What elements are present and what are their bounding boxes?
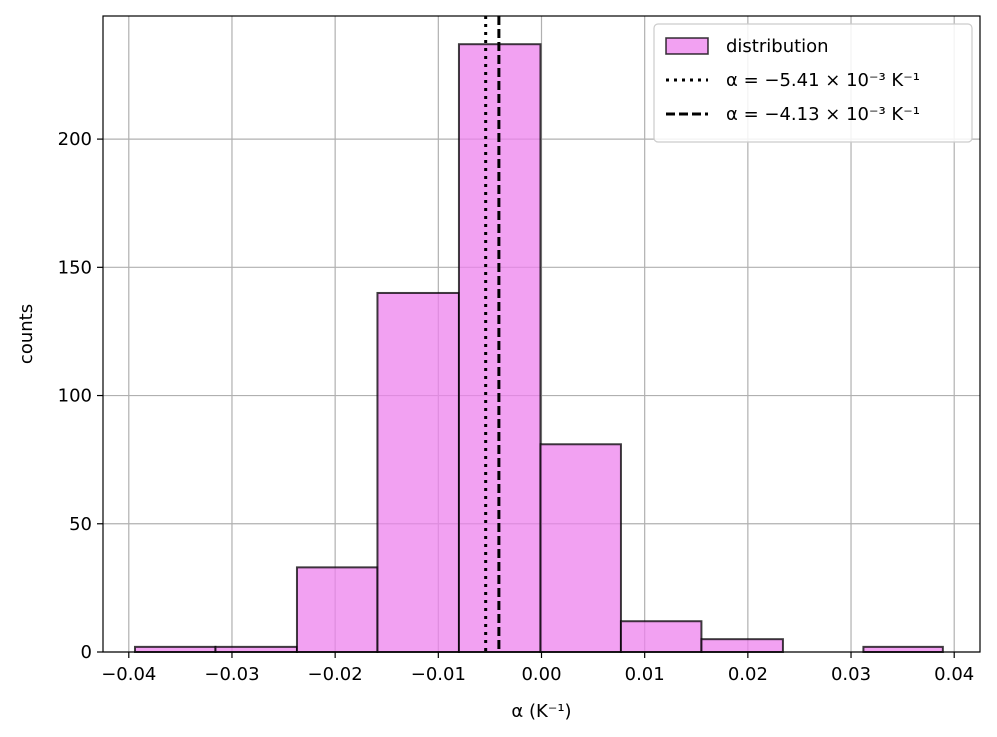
y-tick-label: 200 — [58, 129, 92, 150]
x-tick-label: −0.04 — [101, 664, 156, 685]
x-tick-label: −0.03 — [204, 664, 259, 685]
histogram-bar — [862, 645, 944, 654]
legend-box — [653, 23, 973, 143]
histogram-bar — [539, 443, 622, 653]
legend-label: α = −5.41 × 10⁻³ K⁻¹ — [726, 70, 920, 91]
x-axis-ticks: −0.04 −0.03 −0.02 −0.01 0.00 0.01 0.02 0.03 0.04 — [101, 652, 974, 685]
legend-swatch-distribution — [665, 37, 709, 55]
x-tick-label: 0.01 — [625, 664, 665, 685]
reference-lines — [484, 16, 501, 652]
histogram-bar — [133, 645, 217, 654]
histogram-bar — [214, 645, 298, 654]
legend: distribution α = −5.41 × 10⁻³ K⁻¹ α = −4.1… — [653, 23, 973, 143]
y-tick-label: 0 — [81, 642, 92, 663]
x-tick-label: 0.03 — [831, 664, 871, 685]
histogram-bar — [619, 620, 703, 654]
y-tick-label: 100 — [58, 386, 92, 407]
x-tick-label: 0.04 — [934, 664, 974, 685]
x-tick-label: −0.02 — [308, 664, 363, 685]
x-axis-label: α (K⁻¹) — [511, 701, 571, 722]
y-tick-label: 150 — [58, 257, 92, 278]
y-axis-label: counts — [16, 304, 37, 364]
histogram-bar — [295, 566, 379, 654]
x-tick-label: −0.01 — [411, 664, 466, 685]
histogram-bar — [376, 291, 460, 653]
y-axis-ticks: 0 50 100 150 200 — [58, 129, 103, 663]
legend-label: α = −4.13 × 10⁻³ K⁻¹ — [726, 104, 920, 125]
x-tick-label: 0.02 — [728, 664, 768, 685]
x-tick-label: 0.00 — [521, 664, 561, 685]
y-tick-label: 50 — [69, 514, 92, 535]
legend-label: distribution — [726, 36, 829, 57]
histogram-bar — [700, 638, 784, 654]
